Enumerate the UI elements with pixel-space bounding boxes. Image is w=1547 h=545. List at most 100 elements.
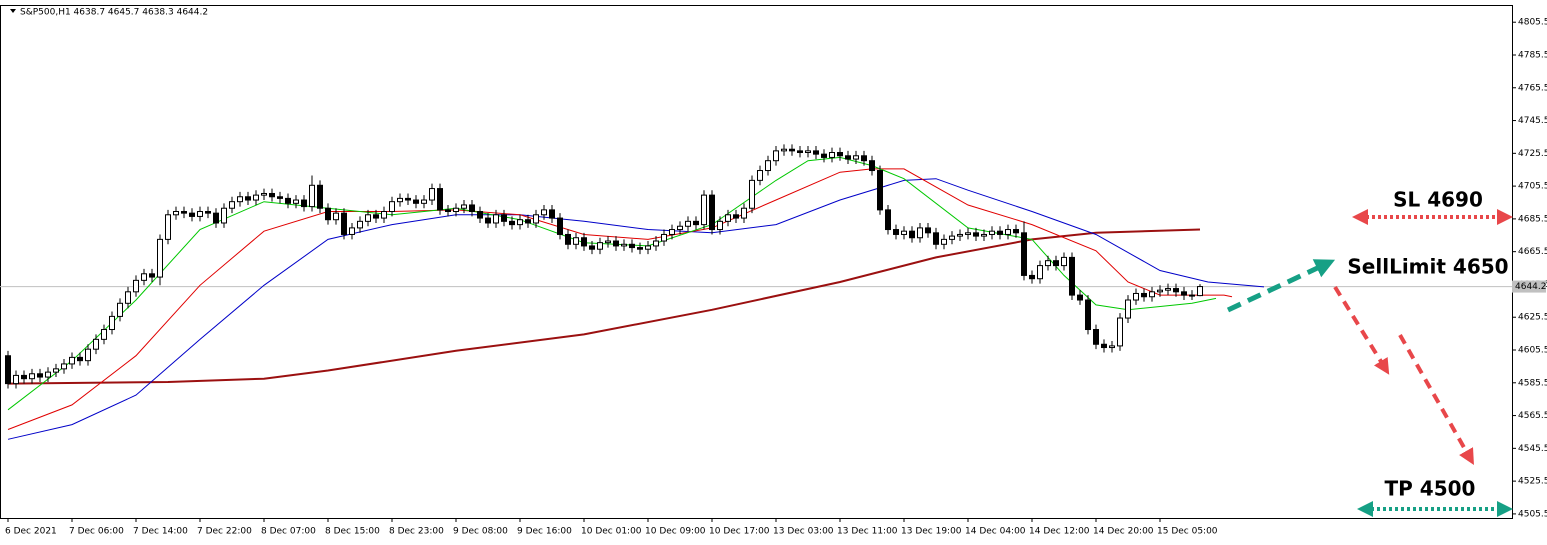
x-tick-label: 13 Dec 03:00	[773, 527, 834, 537]
x-tick-label: 15 Dec 05:00	[1157, 527, 1218, 537]
candle-body	[437, 188, 443, 211]
last-price-box	[1512, 280, 1546, 293]
candle-body	[533, 214, 539, 224]
y-tick-label: 4625.5	[1518, 313, 1547, 323]
candle-body	[1141, 292, 1147, 298]
x-tick-label: 10 Dec 01:00	[581, 527, 642, 537]
candle-body	[93, 338, 99, 350]
candle-body	[493, 214, 499, 224]
candle-body	[621, 243, 627, 247]
candle-body	[357, 220, 363, 229]
candle-body	[893, 229, 899, 235]
candle-body	[117, 302, 123, 317]
candle-body	[53, 368, 59, 373]
candle-body	[749, 179, 755, 209]
x-tick-label: 7 Dec 22:00	[197, 527, 252, 537]
y-tick-label: 4605.5	[1518, 346, 1547, 356]
candle-body	[1181, 291, 1187, 296]
candle-body	[1053, 260, 1059, 267]
candle-body	[501, 214, 507, 222]
plot-frame	[0, 5, 1513, 519]
moving-average	[7, 228, 1201, 385]
candle-body	[1197, 286, 1203, 297]
y-tick-label: 4745.5	[1518, 116, 1547, 126]
candle-body	[1157, 289, 1163, 293]
candle-body	[477, 211, 483, 219]
candle-body	[677, 225, 683, 231]
candle-body	[261, 192, 267, 196]
candle-body	[13, 374, 19, 385]
x-tick-label: 8 Dec 07:00	[261, 527, 316, 537]
candle-body	[861, 155, 867, 162]
candle-body	[669, 229, 675, 235]
candle-body	[333, 212, 339, 221]
candle-body	[1013, 229, 1019, 234]
candle-body	[845, 155, 851, 160]
candle-body	[445, 209, 451, 213]
candle-body	[173, 211, 179, 216]
y-tick-label: 4785.5	[1518, 50, 1547, 60]
candle-body	[613, 240, 619, 247]
candle-body	[69, 356, 75, 365]
candle-body	[565, 233, 571, 245]
y-tick-label: 4565.5	[1518, 411, 1547, 421]
candle-body	[933, 232, 939, 245]
candle-body	[165, 214, 171, 240]
candle-body	[1093, 329, 1099, 345]
annotation: SL 4690	[1393, 188, 1483, 212]
candle-body	[605, 240, 611, 244]
candle-body	[693, 220, 699, 226]
candle-body	[1189, 294, 1195, 297]
candle-body	[405, 197, 411, 201]
candle-body	[205, 211, 211, 214]
candle-body	[733, 214, 739, 219]
y-tick-label: 4665.5	[1518, 247, 1547, 257]
candle-body	[1085, 299, 1091, 331]
candle-body	[453, 207, 459, 213]
candle-body	[149, 273, 155, 278]
x-tick-label: 8 Dec 23:00	[389, 527, 444, 537]
candle-body	[709, 194, 715, 231]
candle-body	[309, 184, 315, 208]
candle-body	[989, 230, 995, 235]
candle-body	[141, 273, 147, 281]
candle-body	[525, 219, 531, 224]
candle-body	[1173, 288, 1179, 293]
candle-body	[229, 201, 235, 209]
candle-body	[509, 220, 515, 226]
candle-body	[765, 160, 771, 172]
candle-body	[277, 196, 283, 199]
candle-body	[949, 235, 955, 240]
drop-arrow	[1398, 334, 1474, 465]
candle-body	[269, 192, 275, 198]
candle-body	[1149, 291, 1155, 298]
candle-body	[197, 211, 203, 217]
candle-body	[1029, 274, 1035, 280]
candle-body	[157, 238, 163, 278]
annotation: SellLimit 4650	[1347, 255, 1508, 279]
y-tick-label: 4805.5	[1518, 18, 1547, 28]
candle-body	[997, 230, 1003, 235]
last-price-label: 4644.2	[1515, 282, 1547, 292]
candle-body	[685, 220, 691, 227]
candle-body	[5, 355, 11, 385]
candle-body	[837, 152, 843, 157]
candle-body	[325, 207, 331, 221]
candle-body	[773, 150, 779, 162]
candle-body	[653, 240, 659, 247]
candle-body	[637, 247, 643, 250]
candle-body	[485, 217, 491, 224]
candle-body	[1005, 229, 1011, 235]
candle-body	[461, 204, 467, 209]
menu-triangle	[10, 9, 16, 13]
candle-body	[701, 194, 707, 226]
candle-body	[725, 214, 731, 222]
candle-body	[629, 243, 635, 249]
x-tick-label: 10 Dec 09:00	[645, 527, 706, 537]
candle-body	[133, 279, 139, 293]
candle-body	[517, 219, 523, 226]
candle-body	[45, 371, 51, 378]
candle-body	[285, 197, 291, 204]
candle-body	[237, 196, 243, 203]
